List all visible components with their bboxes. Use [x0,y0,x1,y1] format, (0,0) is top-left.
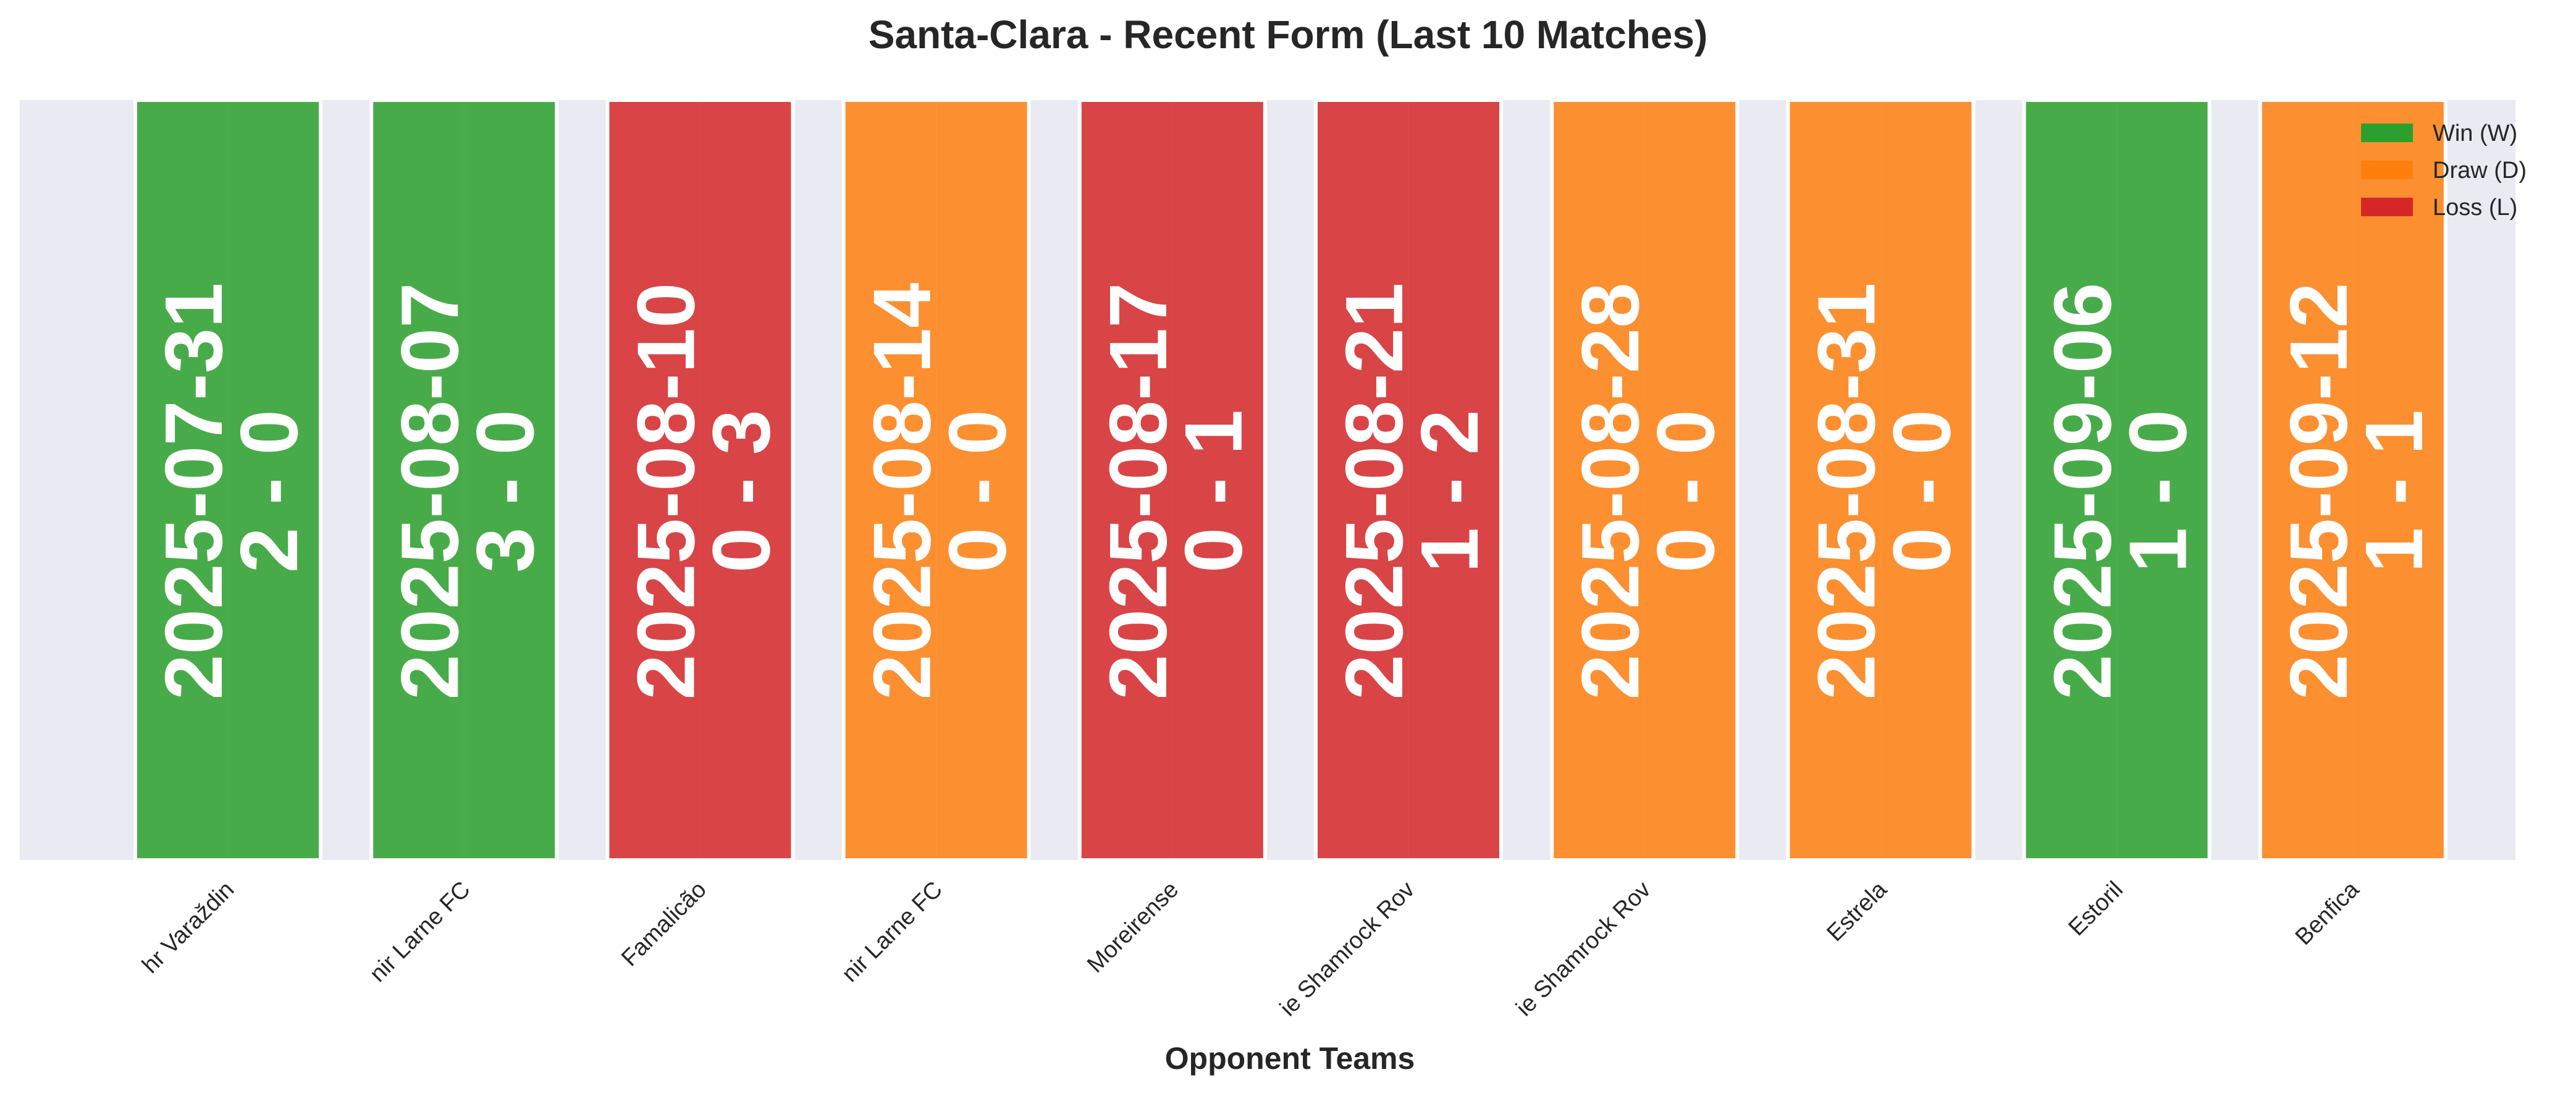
bar-9 [2022,98,2212,862]
bar-date: 2025-09-12 [2273,282,2364,699]
bar-score: 0 - 3 [696,410,786,573]
bar-date: 2025-08-14 [857,282,948,699]
x-tick-label: nir Larne FC [365,877,476,987]
bar-date: 2025-08-31 [1801,282,1892,699]
bar-score: 1 - 0 [2113,410,2203,573]
legend-swatch-l [2361,198,2413,216]
legend-swatch-d [2361,161,2413,179]
bar-date: 2025-09-06 [2037,282,2128,699]
x-axis-label: Opponent Teams [1165,1041,1415,1076]
x-tick-label: Benfica [2291,876,2365,950]
bar-score: 0 - 1 [1168,410,1259,573]
bars-group [133,98,2448,862]
chart-title: Santa-Clara - Recent Form (Last 10 Match… [869,12,1708,57]
bar-label-5: 2025-08-170 - 1 [1093,282,1259,699]
x-tick-labels: hr Varaždin nir Larne FC Famalicão nir Larn… [137,876,2365,1021]
bar-score: 3 - 0 [460,410,550,573]
x-tick-label: nir Larne FC [837,877,948,987]
bar-6 [1314,98,1503,862]
legend-label-w: Win (W) [2433,120,2517,146]
bar-score: 0 - 0 [1640,410,1731,573]
legend: Win (W) Draw (D) Loss (L) [2361,120,2527,221]
x-tick-label: hr Varaždin [137,877,239,979]
bar-2 [369,98,559,862]
bar-label-9: 2025-09-061 - 0 [2037,282,2203,699]
bar-8 [1786,98,1976,862]
bar-label-4: 2025-08-140 - 0 [857,282,1023,699]
bar-label-7: 2025-08-280 - 0 [1565,282,1731,699]
bar-date: 2025-08-28 [1565,282,1656,699]
bar-date: 2025-08-21 [1329,282,1420,699]
bar-score: 0 - 0 [1876,410,1967,573]
bar-1 [133,98,322,862]
bar-date: 2025-08-17 [1093,282,1184,699]
legend-label-d: Draw (D) [2433,158,2527,184]
bar-date: 2025-08-10 [620,282,711,699]
x-tick-label: Estoril [2064,877,2128,941]
x-tick-label: ie Shamrock Rov [1275,877,1420,1021]
bar-label-8: 2025-08-310 - 0 [1801,282,1967,699]
bar-7 [1550,98,1740,862]
x-tick-label: ie Shamrock Rov [1511,877,1656,1021]
bar-label-10: 2025-09-121 - 1 [2273,282,2439,699]
x-tick-label: Famalicão [617,877,712,972]
bar-5 [1077,98,1267,862]
legend-swatch-w [2361,124,2413,142]
bar-label-6: 2025-08-211 - 2 [1329,282,1495,699]
bar-label-1: 2025-07-312 - 0 [148,282,314,699]
x-tick-label: Estrela [1822,876,1892,947]
bar-score: 0 - 0 [932,410,1023,573]
bar-10 [2258,98,2448,862]
bar-score: 1 - 1 [2349,410,2439,573]
bar-4 [841,98,1031,862]
bar-date: 2025-08-07 [384,282,475,699]
x-tick-label: Moreirense [1082,877,1184,978]
bar-label-3: 2025-08-100 - 3 [620,282,786,699]
bar-3 [605,98,795,862]
bar-label-2: 2025-08-073 - 0 [384,282,550,699]
bar-score: 2 - 0 [224,410,314,573]
bar-score: 1 - 2 [1404,410,1495,573]
bar-labels-group: 2025-07-312 - 0 2025-08-073 - 0 2025-08-10… [148,282,2439,699]
bar-date: 2025-07-31 [148,282,239,699]
legend-label-l: Loss (L) [2433,195,2517,221]
